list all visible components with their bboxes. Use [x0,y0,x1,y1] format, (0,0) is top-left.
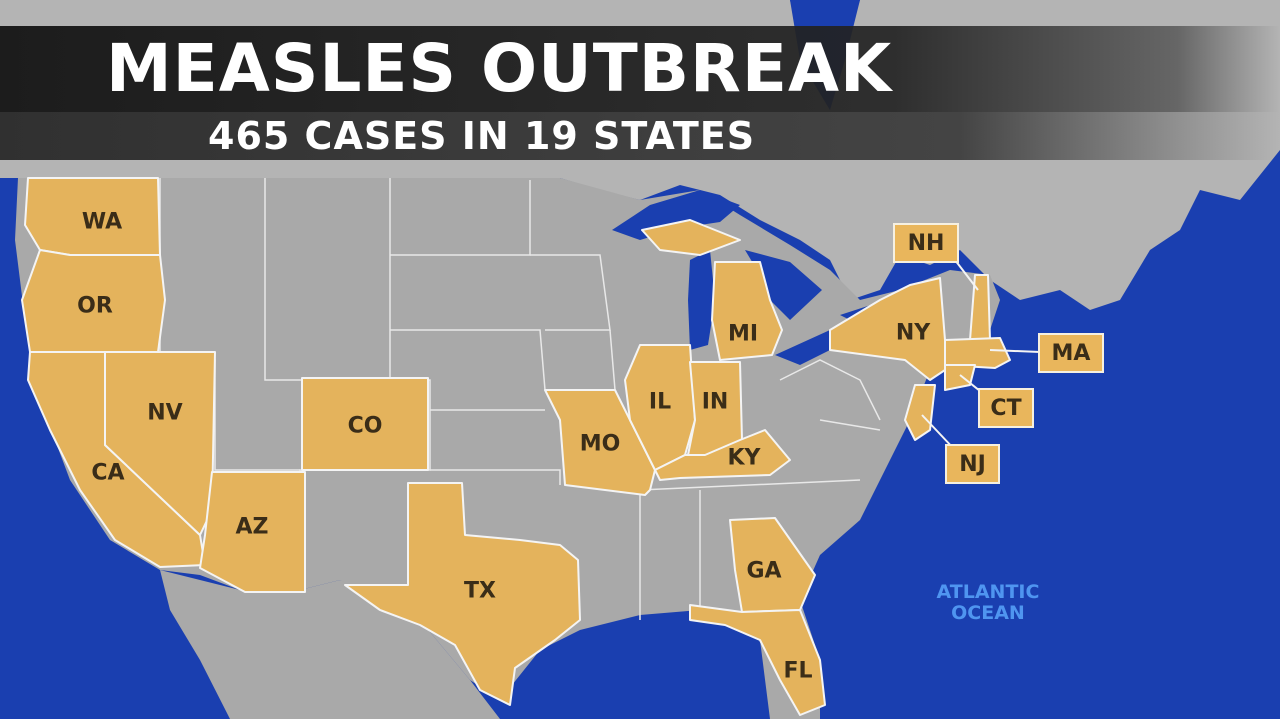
state-mi [641,219,783,361]
lake-superior [612,190,740,240]
label-mi: MI [727,321,759,347]
label-il: IL [648,389,672,415]
callout-ct: CT [978,388,1034,428]
label-az: AZ [235,514,269,540]
ocean-label-line2: OCEAN [951,602,1025,624]
mexico-land [160,570,500,719]
lake-michigan [688,250,715,350]
label-or: OR [77,293,113,319]
callout-nj: NJ [945,444,1000,484]
label-ky: KY [727,445,761,471]
label-ca: CA [91,460,125,486]
atlantic-ocean-label: ATLANTIC OCEAN [918,582,1058,624]
subtitle-banner [0,112,1280,160]
ocean-label-line1: ATLANTIC [936,581,1040,603]
label-co: CO [347,413,383,439]
headline-title: MEASLES OUTBREAK [106,30,893,107]
callout-ma: MA [1038,333,1104,373]
state-mo [544,389,656,496]
label-ny: NY [895,320,931,346]
state-or [21,249,166,353]
state-ky [654,429,791,481]
label-ga: GA [746,558,782,584]
label-mo: MO [579,431,621,457]
lake-huron [745,250,822,320]
state-az [199,471,306,593]
state-fl [689,604,826,716]
label-in: IN [701,389,729,415]
callout-nh: NH [893,223,959,263]
headline-subtitle: 465 CASES IN 19 STATES [208,114,756,158]
label-wa: WA [81,209,123,235]
label-tx: TX [464,578,496,604]
label-fl: FL [783,658,813,684]
state-tx [344,482,581,706]
state-co [301,377,429,471]
label-nv: NV [147,400,183,426]
state-ct [944,364,976,391]
state-nj [904,384,936,441]
title-banner [0,26,1280,112]
state-vt-ma [944,337,1011,369]
